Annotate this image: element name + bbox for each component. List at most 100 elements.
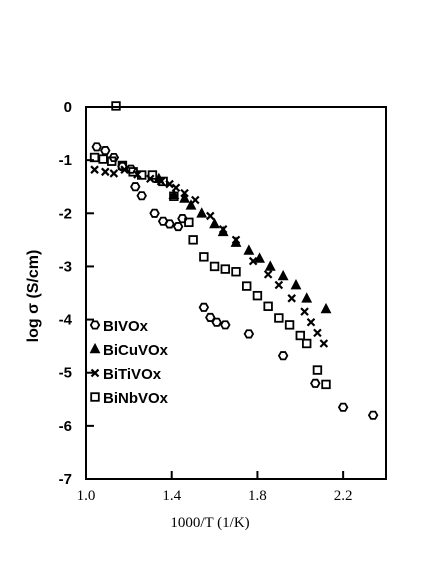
data-point: [211, 317, 222, 327]
data-point: [209, 217, 220, 229]
series-bicuvox: [153, 172, 332, 314]
x-tick-label: 1.0: [77, 488, 96, 504]
data-point: [100, 146, 111, 156]
data-point: [319, 339, 329, 348]
data-point: [206, 211, 215, 221]
data-point: [252, 290, 263, 301]
data-point: [136, 191, 147, 201]
data-point: [301, 292, 313, 303]
data-point: [184, 217, 194, 228]
data-point: [179, 192, 190, 203]
data-point: [149, 208, 160, 218]
data-series: [89, 101, 379, 420]
legend-label: BiTiVOx: [103, 366, 162, 383]
data-point: [287, 294, 296, 303]
data-point: [117, 160, 128, 171]
legend-marker: [89, 342, 101, 354]
y-tick-label: -1: [59, 152, 72, 169]
legend-label: BiCuVOx: [103, 342, 169, 359]
data-point: [300, 307, 309, 316]
data-point: [107, 156, 117, 166]
data-point: [137, 170, 147, 180]
y-tick-label: -5: [59, 365, 72, 382]
data-point: [90, 165, 99, 174]
data-point: [313, 328, 322, 338]
data-point: [284, 320, 295, 330]
data-point: [196, 207, 208, 218]
data-point: [310, 378, 321, 388]
data-point: [191, 195, 200, 205]
legend-marker: [90, 392, 100, 402]
data-point: [185, 199, 197, 210]
legend-label: BIVOx: [103, 318, 149, 335]
data-point: [130, 182, 141, 192]
data-point: [158, 176, 168, 187]
data-point: [220, 320, 231, 330]
data-point: [243, 244, 255, 255]
data-point: [147, 170, 158, 180]
data-point: [264, 260, 276, 271]
data-point: [263, 270, 273, 279]
data-point: [263, 301, 273, 311]
data-point: [320, 302, 332, 314]
x-tick-label: 1.8: [248, 488, 267, 504]
data-point: [101, 167, 110, 177]
x-axis-title: 1000/T (1/K): [170, 515, 249, 531]
y-axis: 0 -1 -2 -3 -4 -5 -6 -7: [59, 99, 94, 488]
series-bivox: [91, 142, 379, 420]
data-point: [337, 402, 349, 412]
x-tick-label: 2.2: [334, 488, 353, 504]
data-point: [321, 379, 331, 390]
data-point: [248, 256, 258, 266]
data-point: [111, 101, 121, 111]
plot-frame: [85, 106, 387, 480]
legend-item: BiNbVOx: [90, 390, 169, 407]
legend-item: BIVOx: [89, 318, 149, 335]
data-point: [231, 235, 241, 245]
data-point: [128, 167, 138, 177]
data-point: [277, 351, 289, 361]
data-point: [169, 191, 179, 201]
data-point: [277, 269, 289, 281]
data-point: [295, 330, 305, 341]
y-tick-label: -6: [59, 418, 72, 435]
data-point: [243, 329, 255, 339]
legend: BIVOx BiCuVOx BiTiVOx BiNbVOx: [89, 318, 169, 407]
y-tick-label: -4: [59, 312, 73, 329]
data-point: [274, 313, 284, 323]
data-point: [91, 142, 102, 152]
data-point: [290, 278, 302, 290]
data-point: [109, 169, 119, 178]
data-point: [172, 222, 184, 232]
y-axis-title: log σ (S/cm): [25, 250, 42, 343]
data-point: [220, 264, 230, 274]
legend-marker: [89, 320, 101, 330]
y-tick-label: -2: [59, 205, 72, 222]
data-point: [312, 365, 323, 375]
legend-marker: [90, 368, 100, 378]
data-point: [274, 280, 284, 290]
legend-label: BiNbVOx: [103, 390, 169, 407]
data-point: [98, 154, 108, 164]
y-tick-label: -7: [59, 471, 72, 488]
x-tick-label: 1.4: [162, 488, 181, 504]
data-point: [168, 188, 180, 199]
data-point: [302, 338, 312, 349]
data-point: [164, 219, 175, 229]
series-binbvox: [89, 101, 331, 390]
legend-item: BiCuVOx: [89, 342, 169, 359]
x-axis: 1.0 1.4 1.8 2.2: [77, 471, 353, 504]
y-tick-label: 0: [64, 99, 72, 116]
data-point: [209, 261, 220, 272]
data-point: [171, 183, 181, 193]
data-point: [199, 252, 209, 262]
data-point: [180, 188, 189, 198]
data-point: [254, 252, 265, 263]
data-point: [367, 410, 379, 420]
y-tick-label: -3: [59, 258, 72, 275]
data-point: [231, 267, 241, 277]
data-point: [306, 317, 316, 327]
data-point: [89, 152, 100, 163]
data-point: [218, 224, 228, 234]
